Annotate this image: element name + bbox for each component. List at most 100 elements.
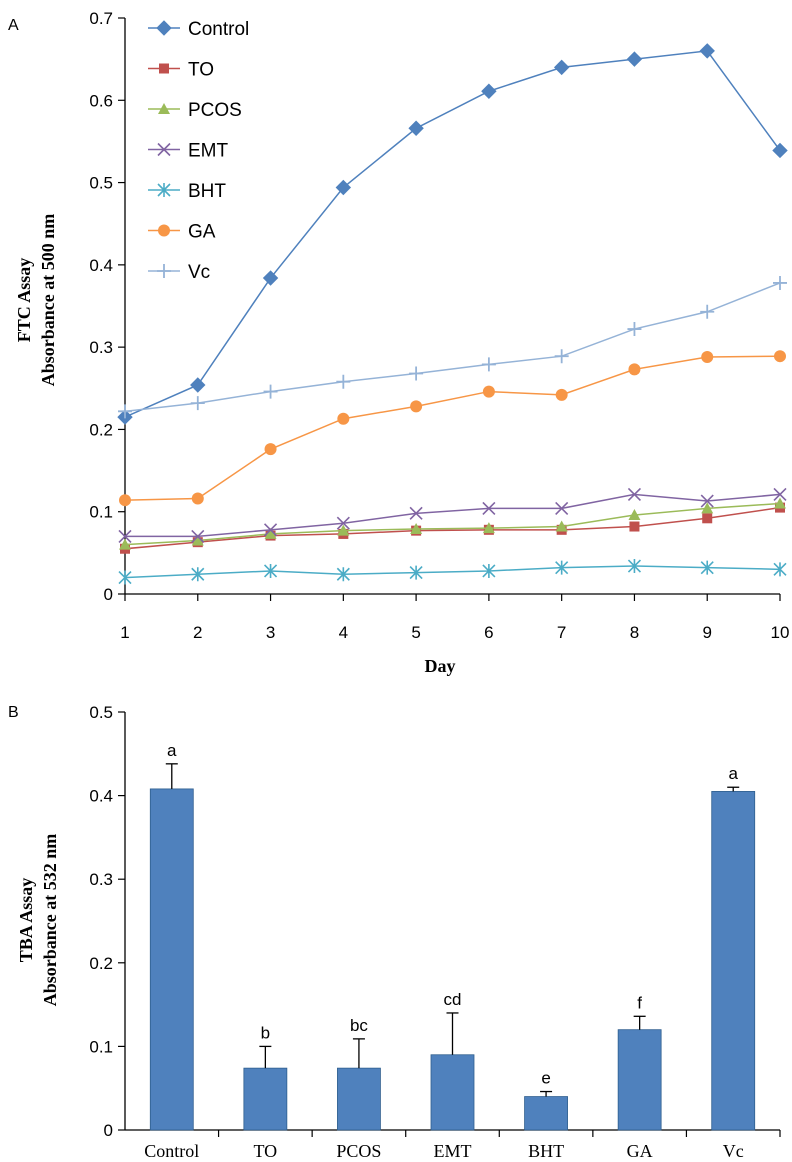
category-labels: Control TO PCOS EMT BHT GA Vc bbox=[144, 1130, 781, 1161]
data-point-bht bbox=[409, 565, 423, 580]
data-point-pcos bbox=[191, 534, 204, 546]
data-point-bht bbox=[118, 570, 132, 585]
legend-item-vc: Vc bbox=[148, 262, 210, 283]
data-point-emt bbox=[263, 523, 278, 537]
series-line-ga bbox=[124, 355, 781, 501]
series-line-pcos bbox=[124, 502, 781, 546]
data-point-to bbox=[702, 513, 713, 524]
data-point-ga bbox=[774, 350, 786, 363]
bar-group-bht: e bbox=[524, 1069, 568, 1131]
data-point-ga bbox=[410, 400, 423, 413]
data-point-emt bbox=[482, 501, 496, 515]
bar-group-control: a bbox=[149, 741, 194, 1131]
significance-label-pcos: bc bbox=[350, 1016, 368, 1035]
series-line-emt bbox=[125, 493, 781, 538]
data-point-pcos bbox=[628, 509, 641, 521]
y-tick-labels: 0 0.1 0.2 0.3 0.4 0.5 0.6 0.7 bbox=[89, 9, 125, 604]
x-tick-label: 7 bbox=[557, 623, 566, 642]
data-point-bht bbox=[336, 567, 350, 582]
legend-swatch-marker bbox=[157, 183, 171, 197]
data-point-emt bbox=[773, 487, 787, 501]
line-series bbox=[117, 43, 788, 585]
bar-group-vc: a bbox=[711, 764, 756, 1131]
data-point-control bbox=[335, 179, 352, 196]
x-tick-labels: 1 2 3 4 5 6 7 8 9 10 bbox=[120, 594, 789, 642]
data-point-emt bbox=[555, 501, 569, 515]
data-point-bht bbox=[627, 559, 642, 574]
data-point-control bbox=[408, 120, 424, 136]
bar-group-to: b bbox=[243, 1023, 288, 1131]
bar-group-pcos: bc bbox=[337, 1016, 381, 1131]
series-line-vc bbox=[124, 282, 781, 413]
data-point-vc bbox=[773, 275, 787, 290]
legend-label: EMT bbox=[188, 141, 229, 162]
data-point-vc bbox=[190, 396, 205, 411]
data-point-vc bbox=[554, 349, 569, 364]
data-point-vc bbox=[627, 322, 642, 337]
data-point-emt bbox=[336, 516, 350, 530]
bar-emt bbox=[430, 1054, 475, 1131]
significance-label-emt: cd bbox=[444, 990, 462, 1009]
legend-swatch-marker bbox=[159, 63, 169, 74]
bars: a b bc cd e f a bbox=[149, 741, 756, 1131]
y-axis-title: FTC Assay Absorbance at 500 nm bbox=[14, 214, 58, 387]
y-tick-label: 0.6 bbox=[89, 91, 113, 110]
data-point-ga bbox=[119, 494, 131, 507]
legend-label: PCOS bbox=[188, 100, 242, 121]
y-tick-label: 0.4 bbox=[89, 256, 113, 275]
data-point-ga bbox=[191, 492, 204, 505]
legend-label: BHT bbox=[188, 181, 226, 202]
y-tick-label: 0.2 bbox=[89, 420, 113, 439]
data-point-ga bbox=[337, 412, 350, 425]
data-point-pcos bbox=[555, 520, 568, 532]
series-bht bbox=[118, 559, 787, 585]
legend-swatch-marker bbox=[157, 142, 171, 157]
significance-label-to: b bbox=[261, 1023, 270, 1042]
y-tick-label: 0 bbox=[104, 585, 113, 604]
series-line-control bbox=[124, 50, 781, 418]
x-tick-label: 2 bbox=[193, 623, 202, 642]
y-tick-label: 0.3 bbox=[89, 338, 113, 357]
significance-label-control: a bbox=[167, 741, 177, 760]
data-point-vc bbox=[481, 357, 496, 372]
data-point-ga bbox=[264, 443, 277, 456]
series-emt bbox=[118, 487, 787, 543]
y-tick-label: 0.2 bbox=[89, 954, 113, 973]
y-tick-label: 0.1 bbox=[89, 503, 113, 522]
bar-group-emt: cd bbox=[430, 990, 475, 1131]
data-point-control bbox=[626, 51, 643, 67]
legend-label: Control bbox=[188, 19, 249, 40]
x-tick-label: 5 bbox=[411, 623, 420, 642]
legend-item-to: TO bbox=[148, 60, 214, 81]
series-line-bht bbox=[124, 565, 781, 579]
bar-chart-panel-b: B 0 0.1 0.2 0.3 0.4 0.5 a b bc cd e f a Control TO PC… bbox=[8, 703, 781, 1161]
x-tick-label: 9 bbox=[702, 623, 711, 642]
legend-swatch-marker bbox=[156, 20, 172, 36]
category-label-bht: BHT bbox=[528, 1141, 564, 1161]
y-tick-label: 0.5 bbox=[89, 703, 113, 722]
bar-vc bbox=[711, 791, 756, 1131]
x-tick-label: 8 bbox=[630, 623, 639, 642]
data-point-emt bbox=[118, 529, 132, 543]
data-point-control bbox=[699, 43, 715, 59]
panel-label-a: A bbox=[8, 17, 19, 34]
data-point-pcos bbox=[337, 524, 350, 536]
data-point-vc bbox=[118, 404, 132, 419]
legend: Control TO PCOS EMT BHT GA Vc bbox=[148, 19, 249, 283]
y-tick-labels: 0 0.1 0.2 0.3 0.4 0.5 bbox=[89, 703, 125, 1140]
x-axis-title: Day bbox=[425, 656, 456, 676]
legend-item-ga: GA bbox=[148, 222, 216, 243]
series-ga bbox=[119, 350, 786, 507]
legend-label: GA bbox=[188, 222, 216, 243]
data-point-emt bbox=[409, 506, 423, 520]
data-point-pcos bbox=[410, 522, 423, 534]
category-label-emt: EMT bbox=[434, 1141, 472, 1161]
legend-item-control: Control bbox=[148, 19, 249, 40]
data-point-vc bbox=[700, 304, 715, 319]
data-point-ga bbox=[555, 388, 568, 401]
category-label-to: TO bbox=[254, 1141, 278, 1161]
legend-label: TO bbox=[188, 60, 214, 81]
panel-label-b: B bbox=[8, 704, 19, 721]
data-point-vc bbox=[336, 374, 351, 389]
